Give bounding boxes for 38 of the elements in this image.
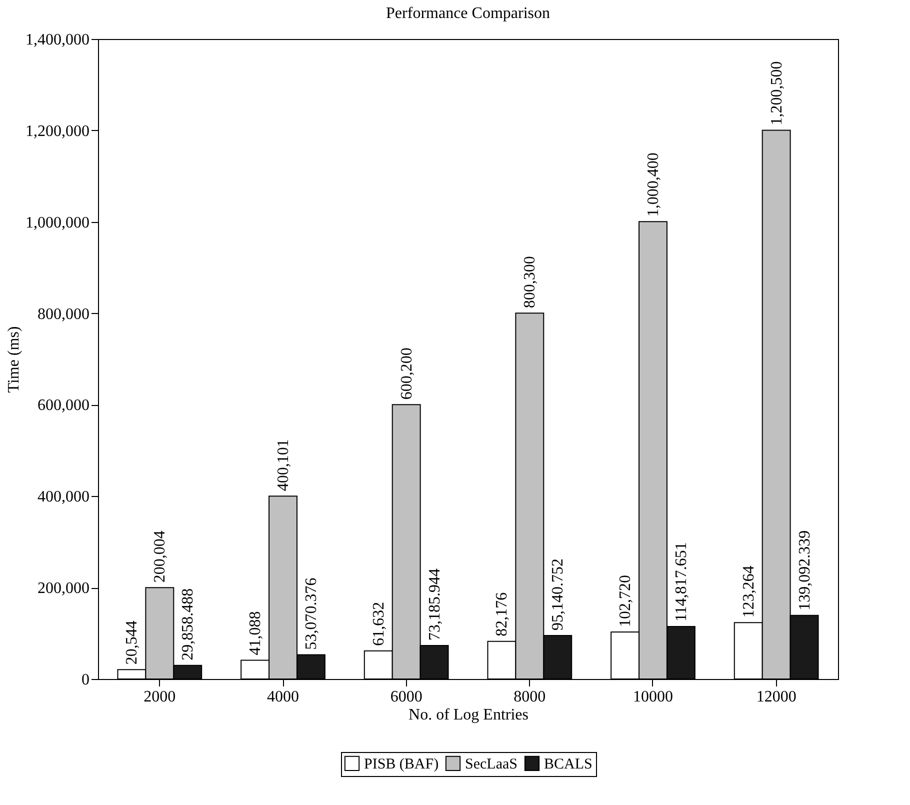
data-label: 61,632 bbox=[370, 602, 388, 646]
x-tick-label: 2000 bbox=[144, 688, 176, 706]
y-tick-label: 200,000 bbox=[38, 580, 90, 598]
data-label: 600,200 bbox=[398, 348, 416, 400]
x-tick-label: 12000 bbox=[756, 688, 796, 706]
y-tick-label: 1,000,000 bbox=[26, 214, 90, 232]
data-label: 53,070.376 bbox=[302, 578, 320, 650]
x-axis-title: No. of Log Entries bbox=[408, 706, 528, 724]
data-label: 82,176 bbox=[494, 592, 511, 636]
data-label: 1,000,400 bbox=[645, 152, 662, 217]
y-tick-label: 1,200,000 bbox=[26, 122, 90, 140]
data-label: 1,200,500 bbox=[768, 61, 786, 126]
legend-label: BCALS bbox=[544, 756, 592, 772]
chart-title: Performance Comparison bbox=[386, 5, 550, 22]
data-label: 114,817.651 bbox=[672, 542, 690, 622]
data-label: 102,720 bbox=[617, 575, 634, 628]
data-label: 73,185.944 bbox=[426, 568, 444, 641]
data-label: 800,300 bbox=[522, 256, 539, 308]
x-tick-label: 6000 bbox=[390, 688, 422, 706]
y-tick-label: 1,400,000 bbox=[26, 32, 90, 48]
y-tick-label: 800,000 bbox=[38, 306, 90, 323]
data-label: 400,101 bbox=[275, 439, 292, 492]
y-tick-label: 0 bbox=[82, 672, 90, 688]
x-tick-label: 10000 bbox=[633, 688, 673, 706]
legend-label: SecLaaS bbox=[465, 756, 518, 772]
legend-label: PISB (BAF) bbox=[364, 756, 439, 772]
y-tick-label: 400,000 bbox=[38, 488, 90, 506]
y-axis-title: Time (ms) bbox=[6, 326, 22, 393]
x-tick-label: 8000 bbox=[514, 688, 546, 706]
x-tick-label: 4000 bbox=[267, 688, 299, 706]
y-tick-label: 600,000 bbox=[38, 397, 90, 414]
data-label: 200,004 bbox=[152, 530, 169, 583]
data-label: 29,858.488 bbox=[180, 588, 197, 660]
data-label: 20,544 bbox=[124, 620, 141, 665]
data-label: 41,088 bbox=[247, 611, 264, 656]
data-label: 95,140.752 bbox=[550, 558, 567, 631]
data-label: 123,264 bbox=[740, 566, 758, 618]
data-label: 139,092.339 bbox=[796, 530, 814, 610]
